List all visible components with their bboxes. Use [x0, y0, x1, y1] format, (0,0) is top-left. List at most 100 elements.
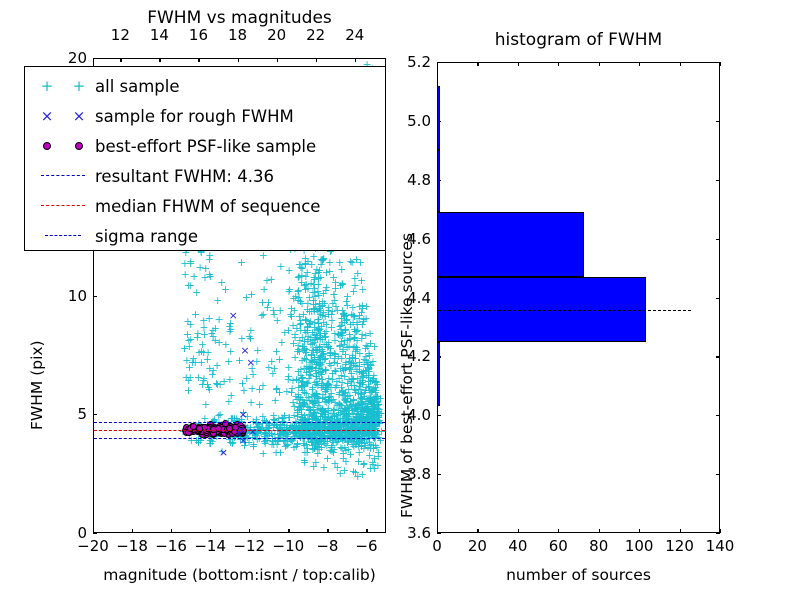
scatter-bottom-tick	[366, 529, 368, 533]
legend-label-2: best-effort PSF-like sample	[95, 136, 317, 156]
histogram-y-tick-right	[716, 297, 720, 299]
histogram-y-tick-label: 5.2	[407, 53, 431, 71]
histogram-xlabel: number of sources	[506, 566, 651, 584]
scatter-top-tick-label: 18	[227, 26, 248, 44]
dashed-line	[41, 205, 85, 206]
histogram-x-tick-top	[517, 62, 520, 66]
histogram-y-tick-right	[716, 415, 720, 417]
legend-handle-dot-marker	[31, 137, 95, 155]
scatter-y-tick-label: 20	[67, 49, 87, 67]
scatter-top-tick	[120, 58, 122, 62]
scatter-bottom-tick-label: −16	[155, 537, 187, 555]
x-marker: ×	[40, 106, 54, 125]
histogram-x-tick-label: 0	[432, 537, 442, 555]
scatter-top-tick-label: 22	[306, 26, 326, 44]
legend-item-0: + + all sample	[31, 71, 385, 101]
histogram-y-tick-label: 4.8	[407, 170, 431, 189]
histogram-y-tick-right	[716, 62, 720, 64]
scatter-bottom-tick	[327, 529, 329, 533]
scatter-top-tick-label: 12	[110, 26, 130, 44]
scatter-bottom-tick	[171, 529, 173, 533]
legend-item-4: median FHWM of sequence	[31, 191, 385, 221]
histogram-x-tick-label: 100	[624, 537, 654, 555]
scatter-top-tick-label: 24	[345, 26, 365, 44]
scatter-y-tick	[93, 295, 97, 297]
legend-label-4: median FHWM of sequence	[95, 196, 321, 216]
histogram-y-tick	[437, 415, 441, 417]
scatter-top-tick	[276, 58, 278, 62]
histogram-x-tick-label: 80	[589, 537, 609, 555]
histogram-x-tick	[679, 529, 681, 533]
histogram-x-tick	[639, 529, 641, 533]
histogram-x-tick-label: 140	[705, 537, 735, 555]
histogram-x-tick	[598, 529, 600, 533]
scatter-bottom-tick	[288, 529, 290, 533]
histogram-bar	[438, 85, 441, 151]
scatter-y-tick	[93, 414, 97, 416]
histogram-x-tick-top	[639, 62, 641, 66]
histogram-x-tick-top	[598, 62, 600, 66]
scatter-bottom-tick	[210, 529, 212, 533]
scatter-legend: + + all sample × × sample for rough FWHM best-…	[24, 66, 386, 251]
histogram-y-tick-right	[716, 356, 720, 358]
legend-handle-plus-marker: + +	[31, 77, 95, 95]
scatter-bottom-tick-label: −10	[272, 537, 305, 555]
scatter-top-tick	[159, 58, 161, 62]
scatter-bottom-tick-label: −18	[116, 537, 148, 555]
legend-item-1: × × sample for rough FWHM	[31, 101, 385, 131]
histogram-x-tick-label: 60	[548, 537, 568, 555]
scatter-bottom-tick-label: −14	[194, 537, 227, 555]
scatter-top-tick	[237, 58, 239, 62]
histogram-y-tick-label: 3.6	[407, 524, 431, 542]
legend-handle-dashdot-line	[31, 227, 95, 245]
histogram-y-tick-label: 4.2	[407, 347, 431, 366]
legend-marker-pair: × ×	[31, 107, 95, 125]
histogram-title: histogram of FWHM	[494, 30, 663, 50]
scatter-bottom-tick-label: −8	[316, 537, 339, 555]
scatter-top-tick	[354, 58, 356, 62]
scatter-y-tick-label: 10	[67, 286, 87, 305]
legend-item-3: resultant FWHM: 4.36	[31, 161, 385, 191]
legend-marker-pair: + +	[31, 77, 95, 95]
histogram-bar	[438, 341, 441, 407]
legend-handle-x-marker: × ×	[31, 107, 95, 125]
scatter-top-tick	[198, 58, 200, 62]
scatter-y-tick-label: 5	[77, 405, 87, 424]
histogram-y-tick	[437, 62, 441, 64]
scatter-y-tick-label: 0	[77, 524, 87, 542]
histogram-y-tick-right	[716, 533, 720, 535]
histogram-median-line-layer	[438, 63, 719, 532]
histogram-x-tick	[437, 529, 439, 533]
plus-marker: +	[40, 76, 54, 95]
histogram-y-tick-label: 5.0	[407, 111, 431, 130]
histogram-x-tick-label: 120	[665, 537, 694, 555]
histogram-y-tick-label: 4.6	[407, 229, 431, 248]
scatter-y-tick	[93, 58, 97, 60]
histogram-x-tick-label: 20	[467, 537, 487, 555]
reference-line-0	[94, 430, 385, 432]
histogram-x-tick-top	[720, 62, 722, 66]
scatter-top-tick-label: 20	[267, 26, 287, 44]
scatter-xlabel: magnitude (bottom:isnt / top:calib)	[103, 566, 376, 584]
x-marker: ×	[72, 106, 86, 125]
scatter-bottom-tick	[132, 529, 134, 533]
histogram-bar	[438, 212, 584, 277]
plus-marker: +	[72, 76, 86, 95]
legend-handle-dashed-line	[31, 197, 95, 215]
legend-label-0: all sample	[95, 76, 180, 96]
histogram-median-line	[438, 310, 691, 312]
scatter-bottom-tick-label: −12	[233, 537, 266, 555]
scatter-top-tick	[315, 58, 317, 62]
dashdot-line	[45, 235, 81, 236]
histogram-y-tick-label: 3.8	[407, 465, 431, 484]
histogram-x-tick-top	[477, 62, 479, 66]
histogram-bar	[438, 150, 441, 213]
scatter-top-tick-label: 16	[188, 26, 209, 44]
scatter-bottom-tick-label: −20	[77, 537, 109, 555]
histogram-y-tick-label: 4.4	[407, 288, 431, 307]
dot-marker	[75, 142, 83, 150]
legend-label-3: resultant FWHM: 4.36	[95, 166, 274, 186]
scatter-bottom-tick-label: −6	[355, 537, 378, 555]
scatter-top-tick-label: 14	[149, 26, 169, 44]
